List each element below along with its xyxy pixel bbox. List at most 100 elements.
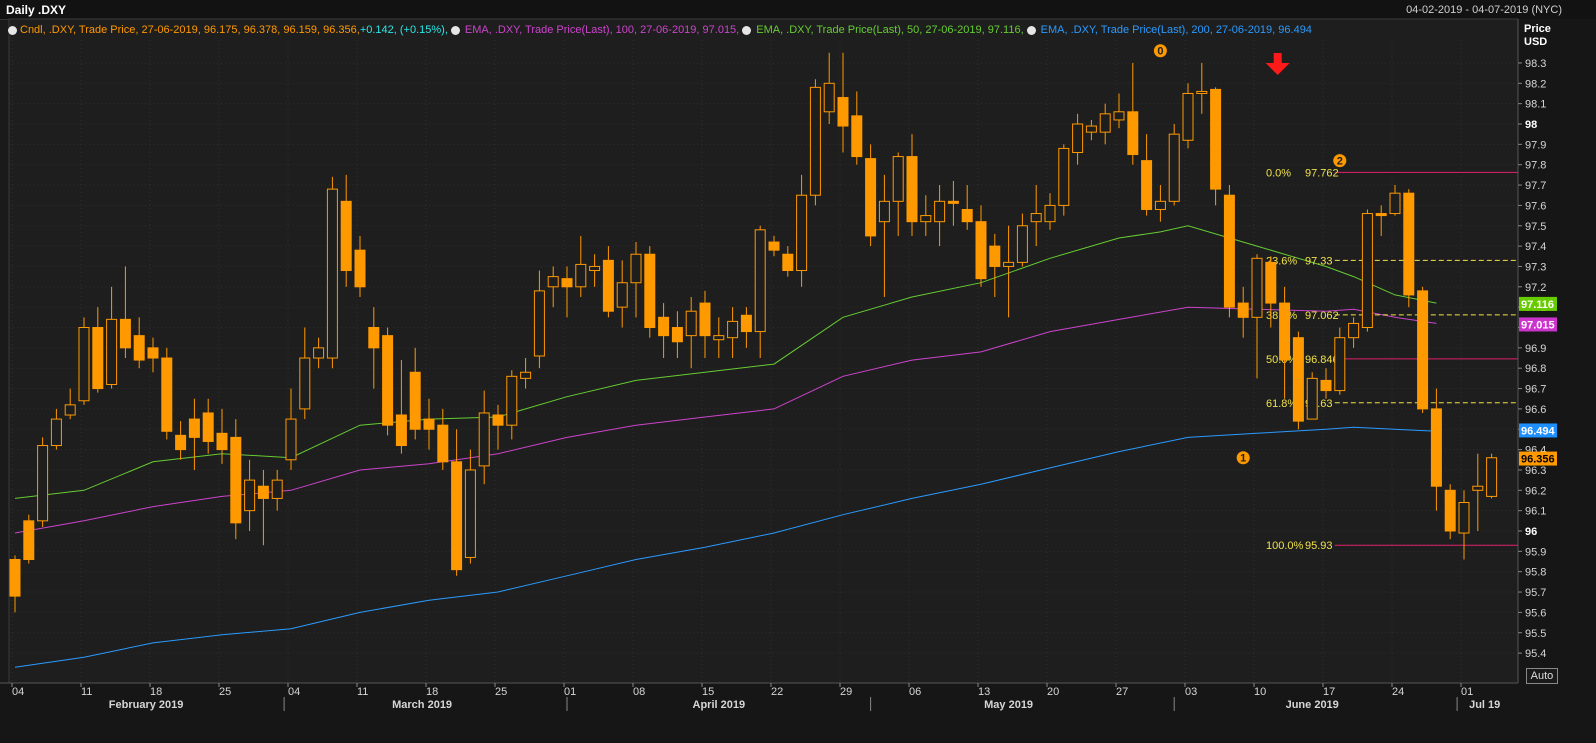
candle[interactable] <box>1403 189 1415 308</box>
candle[interactable] <box>382 327 394 436</box>
candle[interactable] <box>506 370 518 440</box>
candle[interactable] <box>23 514 35 564</box>
candle[interactable] <box>754 225 766 359</box>
candle[interactable] <box>1417 286 1429 413</box>
candle[interactable] <box>727 307 739 359</box>
candle[interactable] <box>1430 388 1442 511</box>
candle[interactable] <box>1182 83 1194 149</box>
candle[interactable] <box>1127 62 1139 165</box>
candle[interactable] <box>478 390 490 485</box>
wave-marker[interactable] <box>1235 450 1251 466</box>
plot-area[interactable] <box>8 18 1519 684</box>
candle[interactable] <box>1279 286 1291 399</box>
candle[interactable] <box>1003 225 1015 318</box>
candle[interactable] <box>892 152 904 236</box>
candle[interactable] <box>1196 62 1208 114</box>
candle[interactable] <box>147 337 159 373</box>
candle[interactable] <box>188 398 200 470</box>
candle[interactable] <box>630 242 642 318</box>
candle[interactable] <box>1444 484 1456 540</box>
candle[interactable] <box>823 52 835 124</box>
candle[interactable] <box>1389 185 1401 216</box>
candle[interactable] <box>699 290 711 359</box>
candle[interactable] <box>961 185 973 230</box>
candle[interactable] <box>644 246 656 338</box>
candle[interactable] <box>78 317 90 405</box>
candle[interactable] <box>119 266 131 359</box>
candle[interactable] <box>202 398 214 454</box>
candle[interactable] <box>796 174 808 287</box>
candle[interactable] <box>1348 317 1360 348</box>
candle[interactable] <box>133 317 145 369</box>
candle[interactable] <box>1210 87 1222 206</box>
candle[interactable] <box>106 286 118 389</box>
candle[interactable] <box>740 307 752 348</box>
candle[interactable] <box>409 347 421 440</box>
candle[interactable] <box>989 233 1001 297</box>
candle[interactable] <box>1265 256 1277 328</box>
candle[interactable] <box>1486 453 1498 499</box>
candle[interactable] <box>934 185 946 247</box>
candle[interactable] <box>492 404 504 450</box>
candle[interactable] <box>602 246 614 318</box>
candle[interactable] <box>1375 205 1387 236</box>
candle[interactable] <box>906 134 918 236</box>
candle[interactable] <box>326 176 338 369</box>
candle[interactable] <box>782 246 794 277</box>
candle[interactable] <box>230 419 242 540</box>
auto-scale-button[interactable]: Auto <box>1526 668 1558 684</box>
candle[interactable] <box>423 398 435 450</box>
candle[interactable] <box>1334 327 1346 395</box>
candle[interactable] <box>354 235 366 297</box>
candle[interactable] <box>671 311 683 359</box>
candle[interactable] <box>1113 93 1125 129</box>
candle[interactable] <box>175 421 187 460</box>
candle[interactable] <box>340 174 352 287</box>
candle[interactable] <box>1361 209 1373 332</box>
candle[interactable] <box>1016 213 1028 267</box>
candle[interactable] <box>299 327 311 420</box>
candle[interactable] <box>851 91 863 165</box>
candle[interactable] <box>1044 193 1056 230</box>
candle[interactable] <box>1472 453 1484 531</box>
candle[interactable] <box>1306 372 1318 420</box>
candle[interactable] <box>947 180 959 226</box>
candle[interactable] <box>161 347 173 440</box>
candle[interactable] <box>713 317 725 359</box>
wave-marker[interactable] <box>1332 153 1348 169</box>
candle[interactable] <box>313 337 325 369</box>
candle[interactable] <box>865 144 877 247</box>
candle[interactable] <box>1154 185 1166 222</box>
candle[interactable] <box>285 388 297 470</box>
candle[interactable] <box>1237 286 1249 338</box>
candle[interactable] <box>1058 144 1070 216</box>
candle[interactable] <box>520 358 532 389</box>
candle[interactable] <box>975 205 987 287</box>
wave-marker[interactable] <box>1152 43 1168 59</box>
candle[interactable] <box>1072 113 1084 165</box>
candle[interactable] <box>437 408 449 470</box>
candle[interactable] <box>216 408 228 464</box>
candle[interactable] <box>575 235 587 297</box>
candle[interactable] <box>368 307 380 389</box>
candle[interactable] <box>1030 185 1042 247</box>
legend-ema50[interactable]: EMA, .DXY, Trade Price(Last), 50, 27-06-… <box>756 22 1038 38</box>
candle[interactable] <box>1320 368 1332 399</box>
candle[interactable] <box>1251 254 1263 379</box>
candle[interactable] <box>92 307 104 393</box>
candle[interactable] <box>1168 124 1180 206</box>
candle[interactable] <box>464 449 476 564</box>
candle[interactable] <box>1292 331 1304 430</box>
candle[interactable] <box>547 266 559 308</box>
candle[interactable] <box>809 79 821 206</box>
legend-ema200[interactable]: EMA, .DXY, Trade Price(Last), 200, 27-06… <box>1041 22 1312 38</box>
candle[interactable] <box>1099 103 1111 145</box>
candle[interactable] <box>561 266 573 318</box>
candle[interactable] <box>244 459 256 531</box>
candle[interactable] <box>920 195 932 236</box>
candle[interactable] <box>878 174 890 297</box>
candle[interactable] <box>589 254 601 287</box>
candle[interactable] <box>685 296 697 369</box>
candle[interactable] <box>1223 185 1235 318</box>
